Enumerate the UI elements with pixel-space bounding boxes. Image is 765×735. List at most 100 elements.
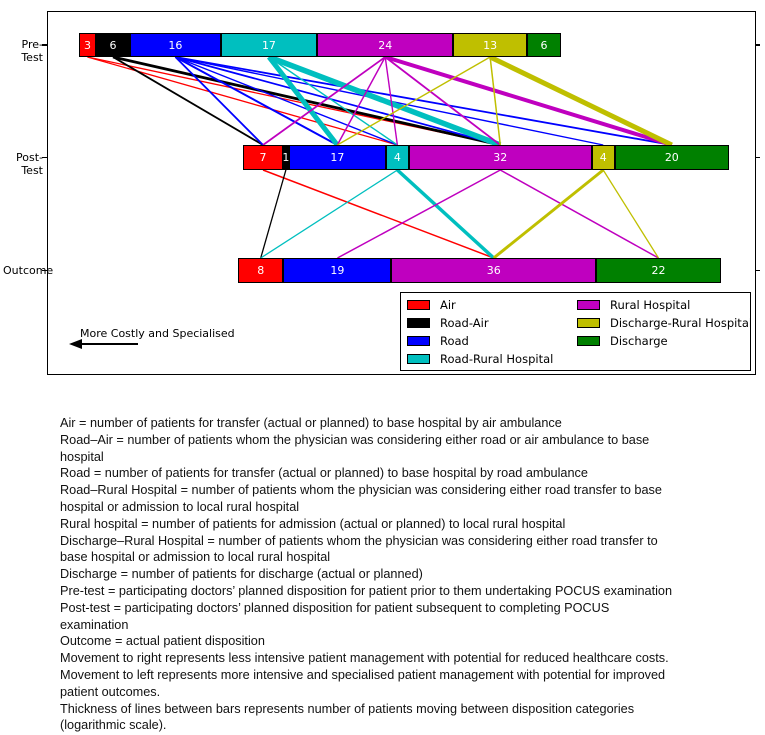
legend-swatch-discharge-icon xyxy=(577,336,600,346)
caption-line: Thickness of lines between bars represen… xyxy=(60,701,635,716)
caption-line: (logarithmic scale). xyxy=(60,718,167,733)
legend-label: Road-Rural Hospital xyxy=(440,352,554,366)
caption-line: Pre-test = participating doctors’ planne… xyxy=(60,583,673,598)
y-tick-label-post-test: Post-Test xyxy=(16,150,43,177)
bar-segment-value: 7 xyxy=(259,151,267,164)
flow-road_air-to-air xyxy=(260,169,287,259)
flow-rural-to-discharge xyxy=(499,169,659,259)
caption-line: base hospital or admission to local rura… xyxy=(60,550,331,565)
legend-label: Discharge-Rural Hospital xyxy=(610,316,753,330)
flow-road_air-to-rural xyxy=(112,55,501,147)
bar-segment-value: 8 xyxy=(257,264,265,277)
legend-label: Discharge xyxy=(610,334,668,348)
figure-caption: Air = number of patients for transfer (a… xyxy=(60,415,672,734)
bar-segment-value: 19 xyxy=(330,264,345,277)
bar-segment-pre-test-discharge_rural: 13 xyxy=(453,33,527,57)
flow-road_rural-to-road_rural xyxy=(268,56,398,146)
bar-segment-outcome-discharge: 22 xyxy=(595,258,721,283)
caption-line: Outcome = actual patient disposition xyxy=(60,634,265,649)
bar-segment-value: 17 xyxy=(261,38,276,52)
cost-arrow-label: More Costly and Specialised xyxy=(80,327,235,340)
y-tick-label-outcome: Outcome xyxy=(3,263,54,277)
flow-road_rural-to-air xyxy=(260,169,398,259)
flow-discharge_rural-to-discharge xyxy=(489,54,673,148)
flow-road-to-road xyxy=(174,56,338,146)
bar-segment-value: 22 xyxy=(651,264,666,277)
caption-line: Movement to left represents more intensi… xyxy=(60,667,666,682)
bar-segment-value: 6 xyxy=(540,38,548,52)
flow-discharge_rural-to-rural xyxy=(492,168,605,260)
caption-line: Road = number of patients for transfer (… xyxy=(60,466,588,481)
caption-line: examination xyxy=(60,617,129,632)
legend-swatch-discharge_rural-icon xyxy=(577,318,600,328)
caption-line: Post-test = participating doctors’ plann… xyxy=(60,600,610,615)
flow-rural-to-air xyxy=(262,56,386,146)
bar-segment-value: 16 xyxy=(168,38,183,52)
bar-segment-value: 4 xyxy=(393,151,401,164)
bar-segment-post-test-road_rural: 4 xyxy=(385,145,409,170)
axis-tick xyxy=(42,156,47,159)
axis-tick xyxy=(42,269,47,272)
bar-segment-value: 17 xyxy=(330,151,345,164)
axis-tick xyxy=(755,269,760,272)
axis-tick xyxy=(42,44,47,46)
bar-segment-value: 6 xyxy=(109,38,117,52)
legend-label: Road xyxy=(440,334,469,348)
bar-segment-value: 13 xyxy=(483,38,498,52)
flow-road-to-air xyxy=(174,56,264,146)
flow-road-to-rural xyxy=(175,56,501,146)
caption-line: Discharge = number of patients for disch… xyxy=(60,567,423,582)
flow-discharge_rural-to-rural xyxy=(489,56,502,146)
legend-swatch-road_rural-icon xyxy=(407,354,430,364)
bar-segment-outcome-air: 8 xyxy=(238,258,284,283)
bar-segment-value: 4 xyxy=(599,151,607,164)
bar-segment-value: 36 xyxy=(486,264,501,277)
flow-discharge_rural-to-road xyxy=(336,56,491,146)
cost-arrow-line xyxy=(80,343,138,345)
caption-line: hospital xyxy=(60,449,104,464)
bar-segment-outcome-road: 19 xyxy=(283,258,392,283)
flow-rural-to-rural xyxy=(384,56,501,146)
bar-segment-pre-test-rural: 24 xyxy=(317,33,454,57)
legend-label: Rural Hospital xyxy=(610,298,691,312)
bar-segment-pre-test-road_rural: 17 xyxy=(220,33,318,57)
legend-label: Road-Air xyxy=(440,316,489,330)
bar-segment-value: 20 xyxy=(664,151,679,164)
flow-rural-to-road_rural xyxy=(384,56,399,146)
flow-air-to-rural xyxy=(262,169,494,259)
caption-line: Discharge–Rural Hospital = number of pat… xyxy=(60,533,658,548)
flow-road_air-to-air xyxy=(112,56,264,146)
caption-line: Road–Rural Hospital = number of patients… xyxy=(60,483,662,498)
legend-label: Air xyxy=(440,298,456,312)
legend-box: Air Road-Air Road Road-Rural Hospital Rural … xyxy=(400,292,753,371)
caption-line: Road–Air = number of patients whom the p… xyxy=(60,432,650,447)
caption-line: Rural hospital = number of patients for … xyxy=(60,516,566,531)
legend-swatch-air-icon xyxy=(407,300,430,310)
bar-segment-post-test-air: 7 xyxy=(243,145,284,170)
bar-segment-pre-test-air: 3 xyxy=(79,33,96,57)
legend-swatch-rural-icon xyxy=(577,300,600,310)
bar-segment-post-test-rural: 32 xyxy=(408,145,592,170)
caption-line: Movement to right represents less intens… xyxy=(60,651,669,666)
flow-road-to-road_rural xyxy=(175,56,398,146)
cost-arrow-head-icon xyxy=(69,339,82,349)
flow-rural-to-road xyxy=(336,56,386,146)
bar-segment-value: 32 xyxy=(493,151,508,164)
bar-segment-post-test-discharge_rural: 4 xyxy=(591,145,615,170)
flow-rural-to-discharge xyxy=(384,55,673,147)
bar-segment-pre-test-road_air: 6 xyxy=(96,33,131,57)
flow-discharge_rural-to-discharge xyxy=(602,169,660,259)
bar-segment-value: 1 xyxy=(282,151,290,164)
legend-swatch-road_air-icon xyxy=(407,318,430,328)
caption-line: Air = number of patients for transfer (a… xyxy=(60,416,562,430)
axis-tick xyxy=(755,44,760,46)
legend-swatch-road-icon xyxy=(407,336,430,346)
bar-segment-pre-test-road: 16 xyxy=(130,33,221,57)
bar-segment-post-test-road_air: 1 xyxy=(282,145,290,170)
bar-segment-post-test-discharge: 20 xyxy=(614,145,729,170)
flow-rural-to-road xyxy=(337,169,501,259)
bar-segment-outcome-rural: 36 xyxy=(391,258,596,283)
y-tick-label-pre-test: Pre-Test xyxy=(21,38,43,64)
